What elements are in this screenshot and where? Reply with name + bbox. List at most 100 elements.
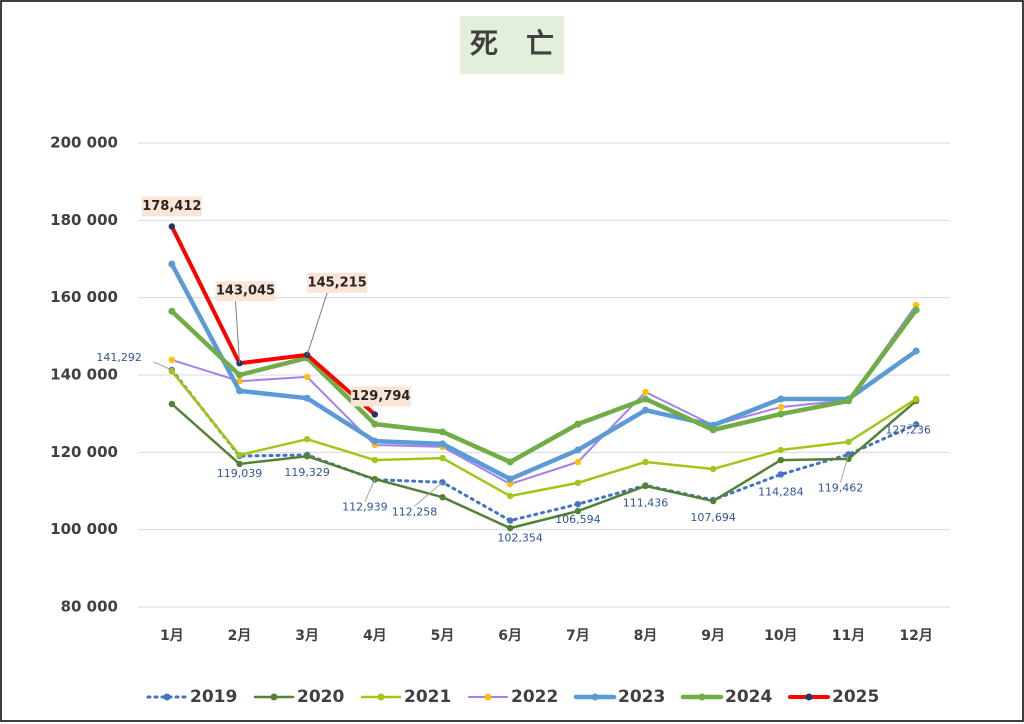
point [168, 400, 176, 408]
point [574, 479, 582, 487]
legend-label: 2020 [297, 687, 344, 707]
point [168, 260, 176, 268]
y-tick-label: 120 000 [50, 443, 118, 461]
legend-marker [270, 693, 278, 701]
point [236, 387, 243, 395]
legend-marker [377, 693, 385, 701]
chart-title: 死 亡 [470, 27, 554, 60]
point [642, 388, 649, 396]
series-line [170, 369, 918, 498]
point [912, 395, 920, 403]
point [642, 482, 649, 490]
point [642, 406, 649, 414]
x-tick-label: 11月 [832, 628, 865, 644]
label-box [350, 386, 411, 407]
point [303, 453, 311, 460]
point [912, 306, 920, 314]
data-label: 119,039 [217, 467, 263, 480]
x-tick-label: 9月 [701, 628, 725, 644]
data-label: 145,215 [308, 275, 367, 290]
point [168, 307, 176, 315]
y-tick-label: 200 000 [50, 134, 118, 152]
point [777, 471, 785, 478]
x-tick-label: 5月 [431, 628, 455, 644]
title-box [460, 16, 564, 74]
point [236, 460, 243, 468]
label-box [307, 272, 368, 293]
data-label: 119,329 [284, 466, 330, 479]
point [506, 458, 514, 466]
y-tick-label: 160 000 [50, 288, 118, 306]
point [303, 394, 311, 402]
point [574, 420, 582, 428]
legend-label: 2022 [511, 687, 558, 707]
legend-marker [698, 693, 706, 701]
series-line [169, 224, 377, 417]
point [168, 223, 176, 230]
leader-line [840, 454, 849, 483]
point [506, 517, 514, 524]
point [709, 497, 717, 505]
point [236, 377, 243, 385]
point [303, 373, 311, 381]
point [303, 435, 311, 443]
series-line [169, 261, 919, 482]
series-line [170, 399, 918, 530]
leader-line [153, 361, 173, 371]
point [777, 456, 785, 464]
point [439, 493, 446, 501]
legend-marker [805, 693, 813, 701]
label-box [141, 196, 202, 217]
series-line [170, 368, 918, 523]
point [912, 347, 920, 355]
point [574, 446, 582, 454]
x-tick-label: 6月 [498, 628, 522, 644]
x-tick-label: 2月 [228, 628, 252, 644]
point [506, 480, 514, 488]
point [506, 475, 514, 483]
y-tick-label: 100 000 [50, 520, 118, 538]
legend-label: 2019 [190, 687, 237, 707]
series-line [169, 307, 919, 465]
legend-marker [163, 693, 171, 701]
point [574, 507, 582, 515]
point [709, 426, 717, 434]
point [439, 440, 446, 448]
point [236, 451, 243, 459]
legend-label: 2024 [725, 687, 772, 707]
data-label: 106,594 [555, 513, 601, 526]
point [439, 428, 446, 436]
data-label: 102,354 [497, 532, 543, 545]
point [845, 438, 852, 446]
data-label: 141,292 [96, 351, 142, 364]
x-tick-label: 1月 [160, 628, 184, 644]
point [574, 500, 582, 508]
point [303, 351, 311, 359]
data-label: 178,412 [142, 199, 201, 214]
x-tick-label: 8月 [634, 628, 658, 644]
point [709, 465, 717, 473]
y-tick-label: 140 000 [50, 366, 118, 384]
legend-label: 2023 [618, 687, 665, 707]
y-tick-label: 80 000 [61, 598, 118, 616]
leader-line [306, 292, 328, 355]
point [371, 475, 379, 483]
point [371, 456, 379, 464]
point [371, 411, 379, 418]
data-label: 129,794 [351, 389, 410, 404]
point [168, 356, 176, 364]
leader-line [235, 301, 240, 364]
point [912, 301, 920, 309]
leader-line [364, 479, 376, 502]
legend-marker [484, 693, 492, 701]
data-label: 111,436 [623, 496, 669, 509]
point [777, 395, 785, 403]
point [642, 395, 649, 403]
data-label: 114,284 [758, 485, 804, 498]
legend-label: 2025 [832, 687, 879, 707]
x-tick-label: 12月 [899, 628, 932, 644]
data-label: 107,694 [690, 511, 736, 524]
point [506, 524, 514, 532]
